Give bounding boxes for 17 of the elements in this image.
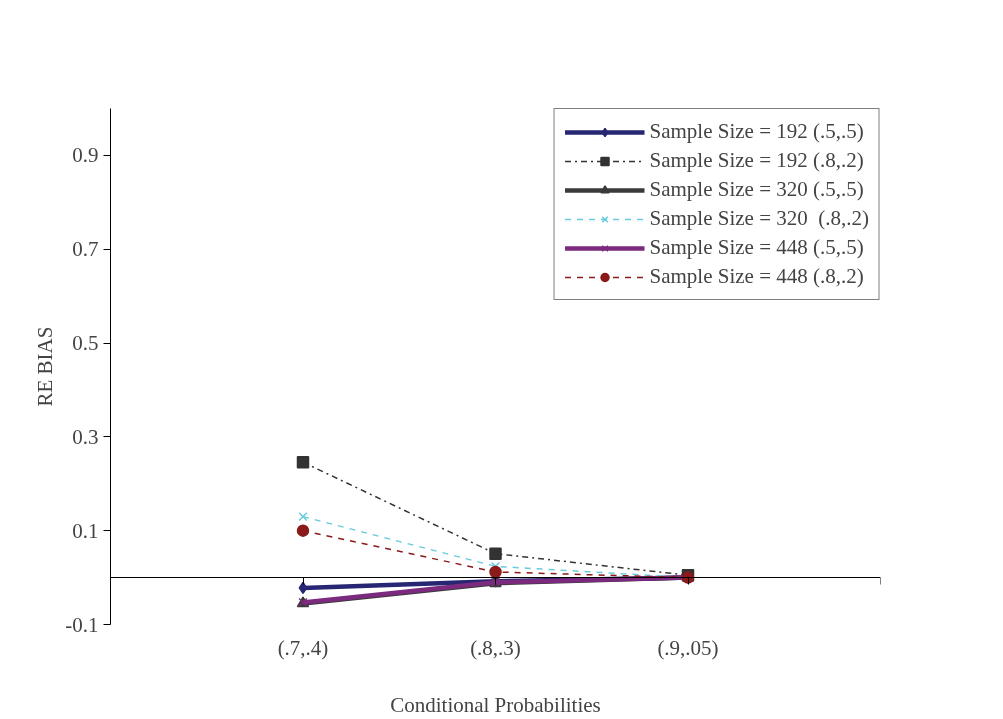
- y-tick-label: 0.1: [72, 518, 99, 543]
- legend-label: Sample Size = 448 (.5,.5): [649, 235, 864, 260]
- y-tick-label: 0.7: [72, 237, 99, 262]
- x-axis-title: Conditional Probabilities: [390, 692, 601, 717]
- y-axis-title: RE BIAS: [33, 326, 58, 407]
- x-tick-label: (.9,.05): [657, 635, 719, 660]
- legend-label: Sample Size = 192 (.8,.2): [649, 148, 864, 173]
- x-tick-label: (.8,.3): [470, 635, 521, 660]
- legend-label: Sample Size = 320 (.5,.5): [649, 177, 864, 202]
- legend-label: Sample Size = 320 (.8,.2): [649, 206, 869, 231]
- y-tick-label: 0.3: [72, 424, 99, 449]
- legend-label: Sample Size = 192 (.5,.5): [649, 119, 864, 144]
- legend-label: Sample Size = 448 (.8,.2): [649, 264, 864, 289]
- y-tick-label: 0.5: [72, 331, 99, 356]
- y-tick-label: -0.1: [65, 612, 99, 637]
- x-tick-label: (.7,.4): [277, 635, 329, 660]
- y-tick-label: 0.9: [72, 143, 99, 168]
